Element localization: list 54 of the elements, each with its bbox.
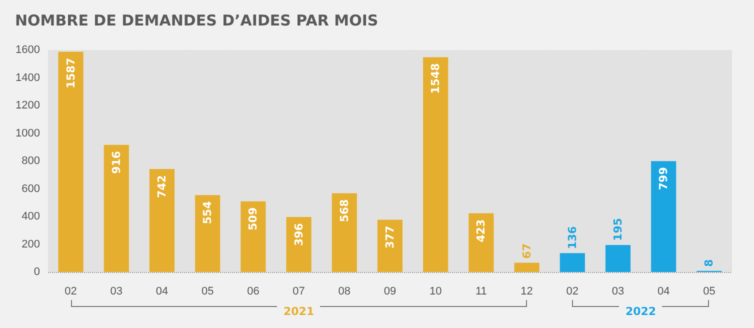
x-tick-label: 03 <box>110 286 123 298</box>
y-tick-label: 1200 <box>16 100 40 112</box>
x-tick-label: 10 <box>429 286 442 298</box>
y-tick-label: 1600 <box>16 44 40 56</box>
x-tick-label: 03 <box>612 286 624 298</box>
x-tick-label: 05 <box>703 286 716 298</box>
x-tick-label: 02 <box>566 286 579 298</box>
data-label: 509 <box>246 207 260 230</box>
x-tick-label: 02 <box>64 286 77 298</box>
x-tick-label: 05 <box>201 286 214 298</box>
data-label: 554 <box>201 200 214 224</box>
bar <box>560 253 585 272</box>
x-tick-label: 12 <box>520 286 533 298</box>
x-tick-label: 11 <box>475 286 487 298</box>
bar <box>377 220 403 272</box>
bar <box>514 262 540 272</box>
x-tick-label: 04 <box>156 286 168 298</box>
data-label: 916 <box>110 150 123 174</box>
bar <box>240 201 266 272</box>
y-tick-label: 1000 <box>16 127 40 140</box>
data-label: 377 <box>384 226 396 249</box>
y-tick-label: 400 <box>22 210 40 222</box>
y-tick-label: 600 <box>22 182 40 195</box>
x-tick-label: 08 <box>338 286 351 298</box>
data-label: 568 <box>338 199 351 222</box>
data-label: 1548 <box>429 63 442 94</box>
x-tick-label: 09 <box>384 286 396 298</box>
bar <box>332 193 357 272</box>
text: 2022 <box>619 305 662 318</box>
y-tick-label: 800 <box>22 155 40 167</box>
y-tick-label: 1400 <box>16 72 40 84</box>
bar <box>195 195 220 272</box>
bar <box>468 213 494 272</box>
data-label: 423 <box>474 219 488 242</box>
x-tick-label: 07 <box>292 286 305 298</box>
bar <box>651 161 676 272</box>
data-label: 195 <box>612 218 624 241</box>
data-label: 799 <box>657 167 670 190</box>
y-tick-label: 200 <box>22 238 40 250</box>
data-label: 136 <box>566 226 579 250</box>
chart-title: NOMBRE DE DEMANDES D’AIDES PAR MOIS <box>15 12 378 30</box>
data-label: 8 <box>702 259 716 267</box>
bar <box>286 217 312 272</box>
text: 2021 <box>277 305 320 318</box>
data-label: 1587 <box>64 58 78 88</box>
data-label: 67 <box>520 243 534 259</box>
y-tick-label: 0 <box>34 266 40 278</box>
bar <box>149 169 175 272</box>
bar <box>104 144 129 272</box>
data-label: 742 <box>156 175 168 198</box>
x-tick-label: 04 <box>657 286 670 298</box>
data-label: 396 <box>292 222 306 246</box>
bar <box>605 244 631 272</box>
x-tick-label: 06 <box>247 286 260 298</box>
